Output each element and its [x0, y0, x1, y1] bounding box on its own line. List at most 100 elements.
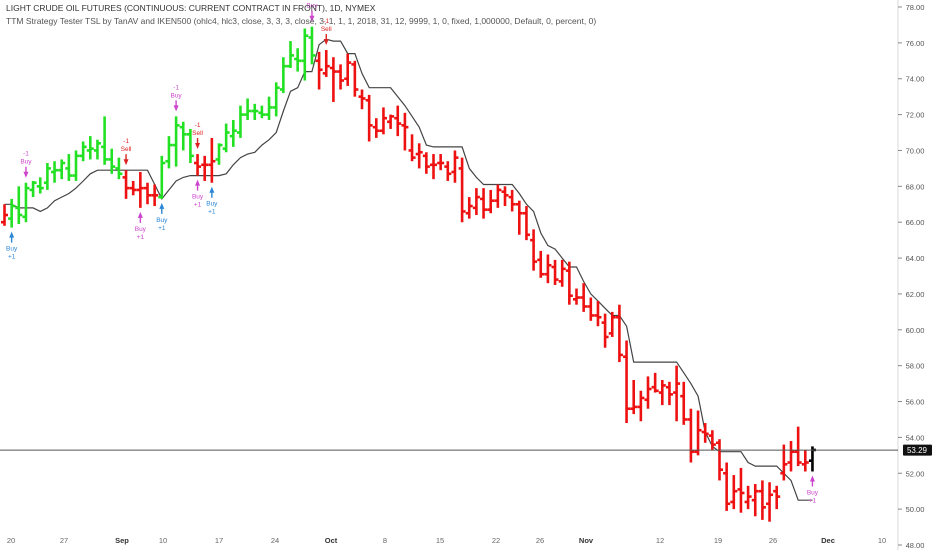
buy-signal: Buy+1	[192, 179, 204, 209]
ohlc-bar	[608, 311, 616, 337]
ohlc-bar	[544, 254, 552, 284]
ohlc-bar	[108, 148, 116, 174]
x-tick-label: Dec	[821, 536, 835, 545]
ohlc-bar	[787, 440, 795, 472]
ohlc-bar	[201, 155, 209, 181]
ohlc-bar	[301, 28, 309, 81]
ohlc-bar	[101, 116, 109, 165]
ohlc-bar	[730, 475, 738, 510]
ohlc-bar	[272, 82, 280, 117]
ohlc-bar	[587, 297, 595, 321]
x-axis[interactable]: 20 27 Sep 10 17 24 Oct 8 15 22 26 Nov 12 19 26 Dec 10	[7, 536, 886, 545]
ohlc-bar	[515, 200, 523, 235]
buy-signal: Buy+1	[135, 211, 147, 241]
sell-signal: Sell-1	[192, 122, 204, 150]
x-tick-label: 15	[436, 536, 444, 545]
signal-label: +1	[158, 225, 166, 232]
x-tick-label: Nov	[579, 536, 594, 545]
trailing-stop-line	[4, 38, 813, 501]
signal-label: Sell	[121, 146, 132, 153]
ohlc-bar	[472, 188, 480, 216]
ohlc-bar	[236, 105, 244, 138]
y-tick-label: 74.00	[906, 75, 925, 84]
ohlc-bar	[430, 154, 437, 180]
signal-label: Buy	[6, 246, 18, 253]
ohlc-bar	[122, 170, 130, 199]
ohlc-bar	[194, 154, 202, 176]
ohlc-bar	[723, 462, 731, 511]
ohlc-bar	[279, 57, 287, 94]
ohlc-bar	[215, 143, 223, 165]
ohlc-bar	[379, 107, 387, 135]
ohlc-bar	[508, 189, 516, 212]
buy-arrow-icon	[195, 179, 201, 186]
ohlc-bar	[129, 180, 137, 196]
buy-signal: Buy+1	[156, 202, 168, 232]
ohlc-bar	[801, 449, 809, 472]
buy-arrow-icon	[23, 171, 29, 178]
indicator-legend[interactable]: TTM Strategy Tester TSL by TanAV and IKE…	[6, 16, 597, 26]
signal-label: Buy	[192, 194, 204, 201]
ohlc-bar	[1, 204, 8, 226]
y-tick-label: 76.00	[906, 39, 925, 48]
ohlc-bar	[15, 186, 23, 224]
ohlc-bar	[136, 171, 144, 208]
x-tick-label: 27	[60, 536, 68, 545]
ohlc-bar	[365, 94, 373, 142]
ohlc-bar	[93, 139, 101, 160]
signal-label: Sell	[192, 130, 203, 137]
ohlc-bar	[79, 141, 87, 162]
ohlc-bar	[315, 51, 323, 90]
y-axis[interactable]: 78.00 76.00 74.00 72.00 70.00 68.00 66.00 64.00…	[897, 0, 925, 550]
ohlc-bar	[22, 182, 30, 223]
ohlc-bar	[387, 114, 395, 129]
y-tick-label: 58.00	[906, 362, 925, 371]
sell-arrow-icon	[123, 159, 129, 166]
buy-arrow-icon	[137, 211, 143, 218]
buy-arrow-icon	[9, 231, 15, 238]
y-tick-label: 56.00	[906, 398, 925, 407]
ohlc-bar	[501, 186, 509, 207]
ohlc-bar	[179, 121, 187, 151]
ohlc-bar	[186, 128, 194, 164]
ohlc-bar	[394, 105, 402, 137]
ohlc-bar	[623, 340, 631, 424]
ohlc-bar	[773, 485, 781, 510]
ohlc-bar	[673, 365, 681, 422]
ohlc-bar	[258, 105, 266, 119]
buy-arrow-icon	[309, 15, 315, 22]
signal-label: Buy	[206, 201, 218, 208]
ohlc-bar	[708, 430, 716, 450]
signal-label: -1	[323, 18, 329, 25]
trailing-stop-line-layer	[4, 38, 813, 501]
ohlc-bar	[665, 381, 673, 406]
signal-label: Buy	[170, 92, 182, 99]
x-tick-label: 24	[271, 536, 279, 545]
x-tick-label: Sep	[115, 536, 129, 545]
ohlc-bar	[72, 150, 80, 181]
buy-signal: Buy-1	[306, 0, 318, 22]
ohlc-bar	[151, 184, 159, 207]
ohlc-bar	[158, 155, 166, 199]
signal-label: +1	[809, 497, 817, 504]
signal-label: +1	[8, 254, 16, 261]
ohlc-bar	[644, 376, 652, 409]
ohlc-bar	[658, 380, 666, 406]
ohlc-bar	[294, 48, 302, 72]
x-tick-label: 10	[159, 536, 167, 545]
x-tick-label: 8	[383, 536, 387, 545]
ohlc-bar	[401, 112, 409, 151]
sell-signal: Sell-1	[321, 18, 332, 46]
ohlc-bar	[337, 64, 345, 90]
price-badge-label: 53.29	[907, 446, 928, 455]
ohlc-bar	[172, 116, 180, 167]
ohlc-bar	[144, 182, 151, 205]
signal-label: Buy	[306, 3, 318, 10]
ohlc-bar	[687, 408, 695, 463]
x-tick-label: 26	[536, 536, 544, 545]
ohlc-bar	[680, 381, 688, 425]
sell-arrow-icon	[323, 39, 329, 46]
ohlc-bar	[537, 250, 545, 278]
